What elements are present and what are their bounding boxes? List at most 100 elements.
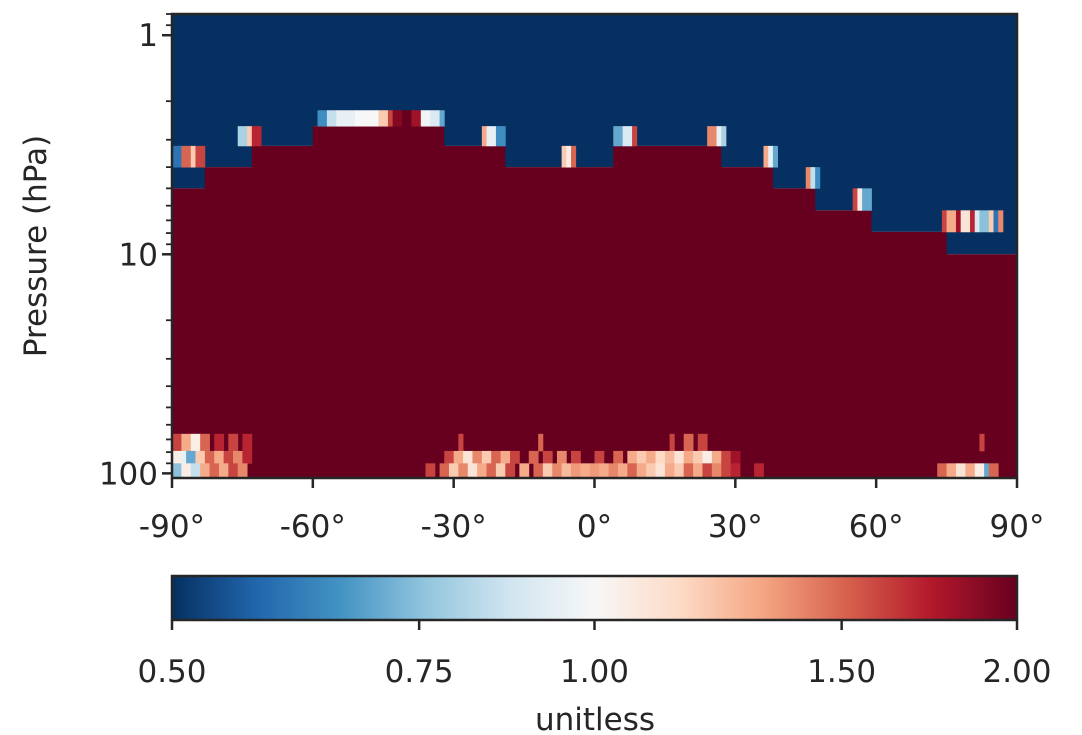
heatmap-cell [580, 463, 591, 478]
x-tick-label: -30° [421, 509, 487, 545]
heatmap-region-upper [613, 14, 638, 146]
heatmap-cell [458, 463, 469, 478]
heatmap-region-lower [251, 145, 314, 478]
heatmap-region-lower [772, 188, 816, 478]
heatmap-cell [242, 433, 253, 452]
x-tick-label: 60° [849, 509, 904, 545]
heatmap-cell [594, 450, 605, 464]
heatmap-cell [411, 110, 422, 127]
heatmap-region-upper [721, 14, 774, 168]
heatmap-cell [472, 450, 483, 464]
heatmap-cell [683, 433, 694, 452]
heatmap-cell [491, 450, 502, 464]
heatmap-cell [448, 463, 459, 478]
heatmap-cell [190, 145, 196, 168]
heatmap-cell [195, 145, 206, 168]
heatmap-region-upper [505, 14, 614, 168]
heatmap-cell [430, 110, 440, 127]
heatmap-cell [974, 210, 980, 233]
heatmap-cell [571, 463, 581, 478]
heatmap-cell [533, 463, 544, 478]
y-tick-label: 100 [99, 456, 158, 492]
heatmap-cell [453, 450, 464, 464]
heatmap-cell [702, 450, 713, 464]
heatmap-cell [387, 110, 394, 127]
heatmap-cell [664, 463, 675, 478]
heatmap-cell [768, 145, 774, 168]
heatmap-cell [500, 450, 511, 464]
colorbar-ticks: 0.50 0.75 1.00 1.50 2.00 [137, 620, 1052, 690]
heatmap-cell [519, 463, 530, 478]
heatmap-cell [510, 450, 520, 464]
colorbar: 0.50 0.75 1.00 1.50 2.00 unitless [137, 574, 1052, 735]
heatmap-cell [463, 450, 473, 464]
heatmap-cell [655, 463, 666, 478]
heatmap-cell [542, 463, 553, 478]
heatmap-cell [702, 463, 713, 478]
heatmap-region-upper [636, 14, 722, 146]
heatmap-cell [186, 450, 196, 464]
heatmap-cell [190, 433, 201, 452]
heatmap-cell [608, 463, 619, 478]
heatmap-cell [495, 126, 506, 147]
heatmap-cell [946, 463, 957, 478]
heatmap-region-lower [721, 167, 774, 478]
heatmap-cell [988, 463, 999, 478]
heatmap-cell [974, 463, 985, 478]
heatmap-cell [425, 463, 436, 478]
heatmap-cell [251, 126, 262, 147]
heatmap-cell [556, 450, 567, 464]
heatmap-region-upper [871, 14, 948, 232]
colorbar-label: unitless [535, 702, 655, 735]
heatmap-cell [852, 188, 858, 211]
heatmap-region-lower [613, 145, 638, 478]
heatmap-cell [477, 463, 487, 478]
heatmap-region-lower [815, 210, 873, 478]
heatmap-cell [655, 450, 666, 464]
heatmap-region-lower [636, 145, 722, 478]
heatmap-cell [214, 450, 225, 464]
heatmap-cell [209, 463, 220, 478]
heatmap-cell [190, 463, 201, 478]
x-tick-label: 90° [990, 509, 1045, 545]
heatmap-cell [528, 450, 539, 464]
heatmap-cell [693, 450, 703, 464]
heatmap-cell [664, 450, 675, 464]
heatmap-cell [200, 463, 210, 478]
y-axis-label: Pressure (hPa) [18, 135, 54, 357]
heatmap-cell [326, 110, 337, 127]
heatmap-cell [233, 450, 243, 464]
heatmap-cell [561, 145, 567, 168]
heatmap-cell [998, 210, 1004, 233]
heatmap-cell [439, 463, 450, 478]
heatmap-cell [392, 110, 403, 127]
heatmap-cell [937, 463, 947, 478]
heatmap-layer [172, 14, 1017, 478]
y-tick-label: 1 [138, 18, 158, 54]
heatmap-cell [613, 450, 624, 464]
heatmap-cell [979, 433, 985, 452]
heatmap-region-lower [312, 126, 445, 478]
x-tick-label: -60° [280, 509, 346, 545]
heatmap-cell [481, 450, 492, 464]
heatmap-cell [721, 463, 732, 478]
heatmap-region-upper [251, 14, 314, 146]
heatmap-cell [636, 450, 647, 464]
heatmap-cell [228, 433, 239, 452]
heatmap-cell [984, 463, 990, 478]
heatmap-cell [355, 110, 379, 127]
heatmap-cell [646, 463, 656, 478]
heatmap-cell [495, 463, 506, 478]
heatmap-cell [711, 463, 722, 478]
heatmap-cell [683, 450, 694, 464]
heatmap-cell [336, 110, 356, 127]
heatmap-cell [561, 463, 572, 478]
heatmap-cell [716, 126, 722, 147]
heatmap-cell [599, 463, 609, 478]
colorbar-tick-label: 1.00 [560, 654, 629, 690]
heatmap-cell [172, 463, 182, 478]
heatmap-cell [458, 433, 464, 452]
heatmap-region-lower [444, 145, 506, 478]
heatmap-cell [772, 145, 778, 168]
